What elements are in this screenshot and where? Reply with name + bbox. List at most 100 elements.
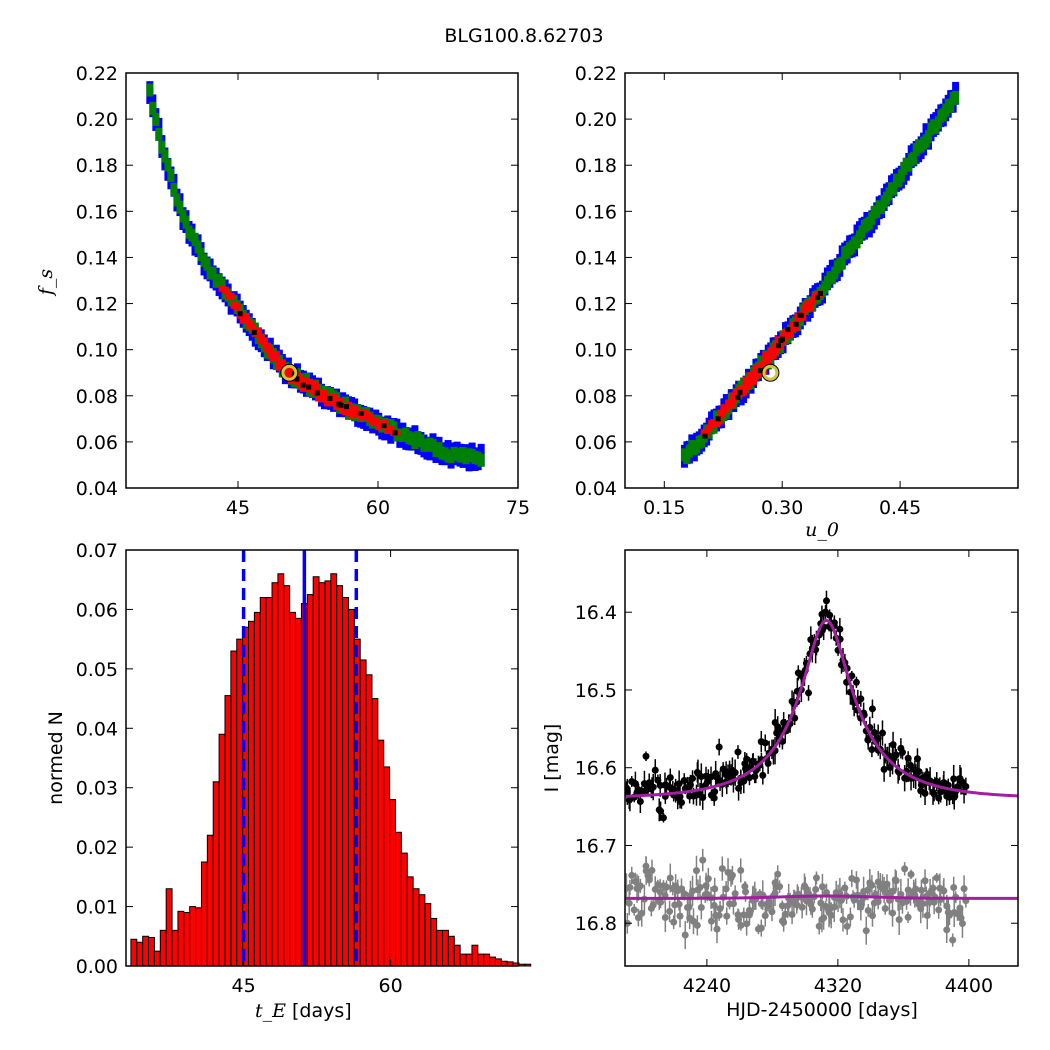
histogram-bar [453, 944, 461, 967]
x-axis-label: t_E [255, 1000, 286, 1022]
heatmap-cell [254, 327, 262, 337]
residual-point [846, 913, 854, 921]
residual-point [663, 883, 671, 891]
data-point [649, 783, 657, 791]
histogram-bar [183, 912, 191, 967]
data-point [699, 794, 707, 802]
histogram-bar [447, 935, 455, 967]
residual-point [768, 908, 776, 916]
data-point [868, 746, 876, 754]
histogram-bar [312, 576, 320, 967]
y-axis-label: f_s [35, 269, 57, 298]
histogram-bar [248, 620, 255, 967]
data-point [657, 807, 665, 815]
panel-lightcurve: 4240 4320 4400 16.4 16.5 16.6 16.7 16.8 I [mag] H… [541, 549, 1019, 1021]
residual-point [711, 885, 719, 893]
y-tick-label: 0.04 [76, 718, 118, 740]
y-tick-label: 16.4 [575, 602, 617, 624]
residual-point [917, 886, 925, 894]
y-tick-label: 0.14 [575, 247, 617, 269]
plot-area [625, 590, 1018, 949]
heatmap-cell [745, 378, 753, 391]
residual-point [830, 903, 838, 911]
x-axis-label-unit: [days] [292, 1000, 352, 1022]
heatmap-cell [176, 200, 184, 214]
best-fit-marker [281, 364, 298, 381]
heatmap-cell [146, 83, 154, 97]
residual-point [745, 906, 753, 914]
residual-point [827, 911, 835, 919]
data-point [761, 739, 769, 747]
y-tick-label: 0.04 [575, 478, 617, 500]
heatmap-cell [218, 277, 226, 291]
histogram-bar [442, 929, 449, 967]
residual-point [776, 883, 784, 891]
y-tick-label: 0.07 [76, 540, 118, 562]
residual-point [892, 877, 900, 885]
histogram-bar [200, 861, 208, 967]
data-point [889, 741, 897, 749]
y-tick-label: 0.00 [76, 956, 118, 978]
y-tick-label: 0.18 [76, 155, 118, 177]
residual-points [625, 848, 970, 949]
histogram-bar [477, 953, 485, 967]
residual-point [648, 866, 656, 874]
histogram-bar [277, 573, 285, 967]
best-fit-marker-outline [280, 363, 299, 382]
x-tick-label: 4240 [683, 975, 731, 997]
residual-point [757, 924, 765, 932]
histogram-bar [130, 938, 138, 967]
histogram-bar [412, 888, 420, 967]
y-tick-label: 0.05 [76, 659, 118, 681]
histogram-bar [295, 617, 302, 967]
heatmap-cell [786, 328, 794, 339]
residual-point [943, 926, 951, 934]
residual-point [731, 890, 739, 898]
residual-point [798, 903, 806, 911]
residual-point [919, 900, 927, 908]
residual-point [901, 865, 909, 873]
heatmap-cell [477, 453, 485, 467]
residual-point [958, 919, 966, 927]
best-fit-marker [762, 364, 779, 381]
data-point [659, 814, 667, 822]
heatmap-cell [740, 384, 748, 396]
heatmap-level-outer [146, 81, 485, 472]
residual-point [925, 898, 933, 906]
histogram-bar [171, 929, 179, 967]
histogram-bar [230, 650, 238, 967]
data-point [878, 729, 886, 737]
data-point [864, 736, 872, 744]
data-point [892, 751, 900, 759]
y-tick-label: 0.12 [76, 294, 118, 316]
residual-point [704, 875, 712, 883]
y-tick-label: 0.10 [575, 340, 617, 362]
y-tick-label: 0.20 [575, 109, 617, 131]
y-tick-label: 0.04 [76, 478, 118, 500]
data-point [953, 783, 961, 791]
residual-point [960, 885, 968, 893]
heatmap-black-cell [300, 382, 306, 388]
residual-point [699, 856, 707, 864]
histogram-bar [177, 910, 185, 967]
y-tick-label: 0.02 [76, 837, 118, 859]
heatmap-cell [764, 353, 772, 367]
heatmap-black-cell [797, 312, 803, 318]
heatmap-black-cell [338, 402, 344, 408]
x-tick-label: 4400 [945, 975, 993, 997]
histogram-bar [330, 573, 338, 967]
data-point [937, 788, 945, 796]
histogram-bar [224, 695, 232, 967]
data-point [822, 597, 830, 605]
y-axis-label: normed N [45, 711, 67, 805]
x-axis-label: HJD-2450000 [days] [726, 999, 918, 1021]
histogram-bar [148, 936, 155, 967]
y-tick-label: 0.14 [76, 247, 118, 269]
heatmap-cell [703, 430, 711, 437]
residual-point [852, 876, 860, 884]
heatmap-cell [167, 168, 175, 182]
heatmap-cell [170, 182, 178, 196]
residual-point [657, 898, 665, 906]
x-tick-label: 0.30 [761, 497, 803, 519]
data-point [805, 689, 813, 697]
